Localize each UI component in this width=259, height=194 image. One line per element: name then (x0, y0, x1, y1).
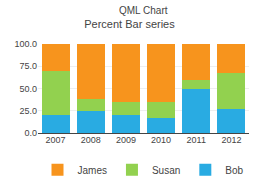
svg-text:0.0: 0.0 (24, 128, 37, 138)
svg-text:100.0: 100.0 (14, 39, 37, 49)
svg-text:2007: 2007 (46, 135, 66, 145)
svg-text:Susan: Susan (152, 165, 180, 176)
svg-text:Bob: Bob (225, 165, 243, 176)
svg-text:James: James (78, 165, 107, 176)
svg-text:Percent Bar series: Percent Bar series (84, 18, 175, 30)
svg-text:2009: 2009 (116, 135, 136, 145)
svg-text:2011: 2011 (187, 135, 206, 145)
svg-text:25.0: 25.0 (19, 106, 37, 116)
svg-text:2010: 2010 (151, 135, 171, 145)
svg-text:50.0: 50.0 (19, 84, 37, 94)
svg-text:QML Chart: QML Chart (119, 5, 168, 16)
svg-text:75.0: 75.0 (19, 61, 37, 71)
svg-text:2012: 2012 (221, 135, 241, 145)
svg-text:2008: 2008 (81, 135, 101, 145)
